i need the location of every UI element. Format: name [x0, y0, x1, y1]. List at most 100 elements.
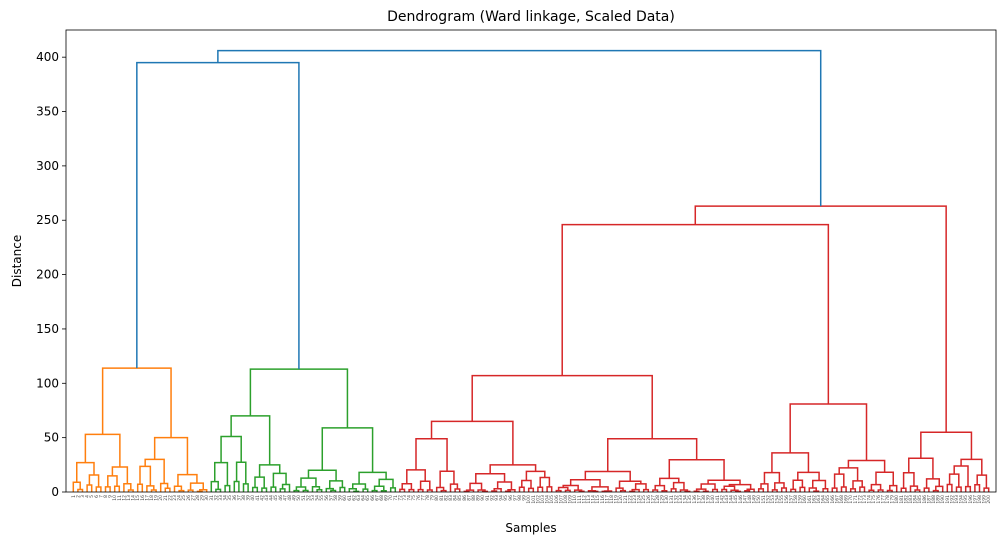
leaf-label: 69 [384, 495, 390, 501]
dendrogram-link [849, 488, 857, 492]
dendrogram-link [101, 367, 172, 438]
dendrogram-link [746, 488, 755, 492]
leaf-label: 59 [338, 495, 344, 501]
leaf-label: 33 [218, 495, 224, 501]
leaf-label: 31 [209, 495, 215, 501]
dendrogram-link [868, 489, 875, 492]
dendrogram-link [537, 486, 544, 492]
leaf-label: 65 [365, 495, 371, 501]
dendrogram-link [258, 464, 281, 478]
leaf-label: 93 [494, 495, 500, 501]
dendrogram-link [908, 457, 934, 479]
dendrogram-link [789, 403, 868, 461]
dendrogram-link [760, 483, 769, 492]
dendrogram-link [415, 437, 448, 472]
dendrogram-link [330, 489, 337, 492]
dendrogram-link [948, 473, 960, 488]
dendrogram-link [983, 487, 990, 492]
leaf-label: 196 [968, 495, 974, 504]
leaf-label: 82 [443, 495, 449, 501]
leaf-label: 72 [397, 495, 403, 501]
leaf-label: 186 [922, 495, 928, 504]
leaf-label: 134 [683, 495, 689, 504]
leaf-label: 145 [733, 495, 739, 504]
dendrogram-link [771, 452, 810, 473]
dendrogram-link [233, 480, 240, 492]
leaf-label: 41 [255, 495, 261, 501]
leaf-label: 34 [223, 495, 229, 501]
dendrogram-link [591, 486, 609, 491]
leaf-label: 113 [586, 495, 592, 504]
leaf-label: 128 [655, 495, 661, 504]
leaf-label: 42 [259, 495, 265, 501]
leaf-label: 121 [623, 495, 629, 504]
leaf-label: 190 [940, 495, 946, 504]
leaf-label: 22 [167, 495, 173, 501]
leaf-label: 110 [572, 495, 578, 504]
leaf-label: 21 [163, 495, 169, 501]
dendrogram-link [311, 486, 321, 492]
leaf-label: 36 [232, 495, 238, 501]
leaf-label: 49 [292, 495, 298, 501]
leaf-label: 180 [894, 495, 900, 504]
dendrogram-link [72, 481, 81, 492]
leaf-label: 76 [416, 495, 422, 501]
leaf-label: 91 [485, 495, 491, 501]
dendrogram-link [489, 464, 537, 474]
leaf-label: 200 [986, 495, 992, 504]
leaf-label: 199 [982, 495, 988, 504]
dendrogram-link [833, 473, 845, 489]
leaf-label: 81 [439, 495, 445, 501]
leaf-label: 158 [793, 495, 799, 504]
leaf-label: 178 [885, 495, 891, 504]
leaf-label: 159 [798, 495, 804, 504]
leaf-label: 156 [784, 495, 790, 504]
dendrogram-link [694, 205, 947, 433]
leaf-label: 80 [434, 495, 440, 501]
leaf-label: 185 [917, 495, 923, 504]
leaf-label: 46 [278, 495, 284, 501]
leaf-label: 144 [729, 495, 735, 504]
leaf-label: 137 [696, 495, 702, 504]
dendrogram-link [561, 223, 830, 404]
leaf-label: 136 [692, 495, 698, 504]
leaf-label: 58 [333, 495, 339, 501]
leaf-label: 151 [761, 495, 767, 504]
leaf-label: 150 [756, 495, 762, 504]
leaf-label: 109 [568, 495, 574, 504]
dendrogram-link [728, 483, 752, 490]
dendrogram-link [439, 470, 455, 488]
leaf-label: 47 [282, 495, 288, 501]
y-tick-label: 400 [36, 50, 59, 64]
dendrogram-link [668, 458, 725, 481]
dendrogram-link [831, 487, 838, 492]
leaf-label: 11 [117, 495, 123, 501]
leaf-label: 118 [609, 495, 615, 504]
leaf-label: 127 [650, 495, 656, 504]
leaf-label: 163 [816, 495, 822, 504]
y-tick-label: 100 [36, 376, 59, 390]
leaf-label: 30 [204, 495, 210, 501]
leaf-label: 23 [172, 495, 178, 501]
leaf-label: 38 [241, 495, 247, 501]
dendrogram-link [813, 490, 820, 492]
dendrogram-link [435, 486, 445, 492]
leaf-label: 181 [899, 495, 905, 504]
dendrogram-link [321, 427, 374, 473]
leaf-label: 43 [264, 495, 270, 501]
dendrogram-link [281, 483, 291, 492]
dendrogram-link [84, 433, 121, 467]
leaf-label: 75 [411, 495, 417, 501]
dendrogram-link [329, 480, 344, 489]
dendrogram-link [902, 472, 915, 489]
plot-frame [65, 29, 997, 493]
leaf-label: 194 [959, 495, 965, 504]
dendrogram-link [812, 479, 827, 489]
leaf-label: 77 [420, 495, 426, 501]
dendrogram-link-top [217, 49, 822, 207]
dendrogram-link [634, 483, 647, 490]
dendrogram-link [546, 486, 553, 492]
dendrogram-link [471, 374, 653, 439]
dendrogram-link [426, 489, 433, 492]
leaf-label: 103 [540, 495, 546, 504]
